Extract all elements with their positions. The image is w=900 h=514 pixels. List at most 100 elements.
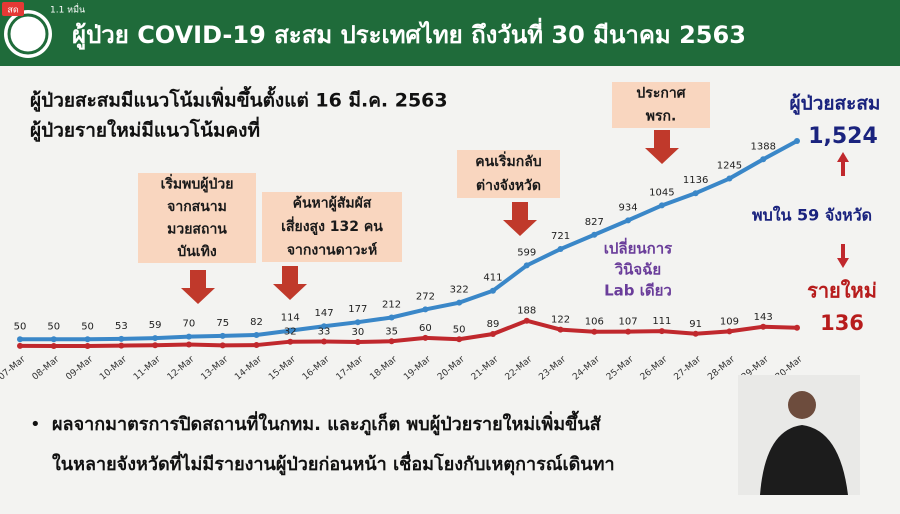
value-label: 411 [483, 273, 502, 284]
subtitle: ผู้ป่วยรายใหม่มีแนวโน้มคงที่ [30, 117, 260, 143]
final-value: 1,524 [808, 124, 878, 149]
point [456, 299, 463, 306]
series-line [20, 139, 798, 342]
value-label: 147 [314, 308, 333, 319]
point [118, 342, 125, 349]
annotation-text: จากงานดาวะห์ [287, 241, 377, 258]
value-label: 53 [115, 321, 128, 332]
interpreter-body [760, 425, 848, 495]
value-label: 177 [348, 304, 367, 315]
value-label: 114 [281, 313, 300, 324]
point [557, 246, 564, 253]
annotation-box [457, 150, 560, 198]
value-label: 1388 [750, 141, 775, 152]
annotation-text: ประกาศ [636, 86, 686, 102]
value-label: 106 [585, 317, 604, 328]
annotation-text: เริ่มพบผู้ป่วย [161, 173, 234, 192]
point [523, 317, 530, 324]
point [726, 175, 733, 182]
value-label: 82 [250, 317, 263, 328]
legend-entry: ผู้ป่วยสะสม [790, 93, 881, 116]
arrow [181, 270, 215, 304]
point [523, 262, 530, 269]
bullet-text: ผลจากมาตรการปิดสถานที่ในกทม. และภูเก็ต พ… [52, 410, 602, 436]
point [50, 343, 57, 349]
legend-entry: รายใหม่ [807, 279, 877, 303]
value-label: 272 [416, 291, 435, 302]
annotation-text: บันเทิง [177, 244, 216, 260]
final-value: 136 [820, 311, 864, 335]
arrow [837, 152, 849, 176]
value-label: 721 [551, 231, 570, 242]
point [185, 341, 192, 348]
annotation-text: ค้นหาผู้สัมผัส [293, 196, 372, 212]
value-label: 143 [754, 312, 773, 323]
value-label: 30 [351, 327, 364, 338]
logo-ring [7, 13, 49, 55]
value-label: 35 [385, 326, 398, 337]
point [794, 138, 800, 144]
annotation-text: ต่างจังหวัด [476, 178, 541, 194]
point [692, 330, 699, 337]
point [726, 328, 733, 335]
header-bar [0, 0, 900, 66]
series-line [19, 318, 798, 348]
point [287, 327, 294, 334]
point [152, 335, 159, 342]
value-label: 322 [450, 285, 469, 296]
interpreter-head [788, 391, 816, 419]
provinces: พบใน 59 จังหวัด [752, 206, 872, 225]
value-label: 1136 [683, 175, 708, 186]
point [219, 342, 226, 349]
annotation-text: มวยสถาน [167, 221, 227, 237]
annotation-box [262, 192, 402, 262]
bullet: • [30, 414, 41, 435]
point [422, 334, 429, 341]
value-label: 50 [14, 321, 27, 332]
value-label: 60 [419, 323, 432, 334]
arrow [503, 202, 537, 236]
note-text: Lab เดียว [604, 282, 672, 300]
value-label: 122 [551, 315, 570, 326]
point [489, 287, 496, 294]
point [219, 332, 226, 339]
point [287, 338, 294, 345]
point [354, 338, 361, 345]
point [692, 190, 699, 197]
value-label: 827 [585, 217, 604, 228]
point [84, 336, 91, 343]
point [422, 306, 429, 313]
annotation-box [138, 173, 256, 263]
live-label: สด [7, 6, 18, 16]
point [17, 336, 23, 343]
value-label: 188 [517, 306, 536, 317]
point [557, 326, 564, 333]
point [17, 342, 23, 349]
annotation-text: คนเริ่มกลับ [475, 151, 542, 170]
annotation-text: พรก. [646, 109, 677, 125]
value-label: 50 [453, 324, 466, 335]
value-label: 32 [284, 327, 297, 338]
point [84, 343, 91, 349]
value-label: 50 [47, 321, 60, 332]
arrow [837, 244, 849, 268]
point [794, 324, 800, 331]
value-label: 111 [652, 316, 671, 327]
point [456, 336, 463, 343]
point [760, 156, 767, 163]
arrow [273, 266, 307, 300]
value-label: 75 [216, 318, 229, 329]
point [118, 335, 125, 342]
value-label: 33 [318, 327, 331, 338]
value-label: 934 [619, 202, 638, 213]
point [591, 231, 598, 238]
value-label: 107 [619, 317, 638, 328]
subtitle: ผู้ป่วยสะสมมีแนวโน้มเพิ่มขึ้นตั้งแต่ 16 … [30, 86, 448, 113]
logo [4, 10, 52, 58]
viewer-count: 1.1 หมื่น [50, 3, 85, 16]
point [388, 314, 395, 321]
point [50, 336, 57, 343]
value-label: 109 [720, 316, 739, 327]
point [321, 323, 328, 330]
point [185, 333, 192, 340]
